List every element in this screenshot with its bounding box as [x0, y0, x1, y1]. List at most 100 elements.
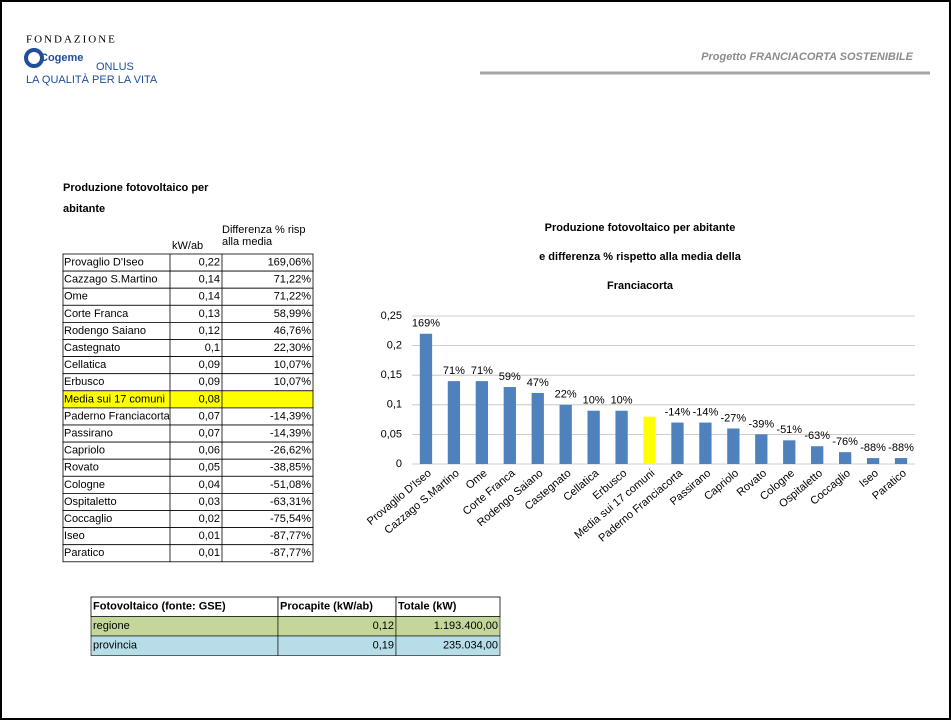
table-cell: -87,77% [270, 547, 311, 559]
table-cell: 0,07 [199, 410, 220, 422]
table-cell: 0,12 [199, 325, 220, 337]
table-cell: -63,31% [270, 496, 311, 508]
bar [811, 446, 824, 464]
logo-icon [24, 48, 44, 68]
column-header: Procapite (kW/ab) [280, 601, 373, 613]
table-cell: 71,22% [274, 291, 312, 303]
percent-label: -14% [665, 406, 691, 418]
y-tick-label: 0,25 [381, 310, 402, 322]
table-cell: 0,02 [199, 513, 220, 525]
table-cell: 235.034,00 [443, 640, 498, 652]
logo-name: Cogeme [40, 52, 83, 64]
table-title: Produzione fotovoltaico per abitante [63, 182, 209, 215]
table-cell: Corte Franca [64, 308, 129, 320]
y-tick-label: 0 [396, 458, 402, 470]
column-header: Differenza % risp alla media [222, 224, 306, 248]
percent-label: 71% [443, 365, 465, 377]
column-header: Totale (kW) [398, 601, 457, 613]
table-cell: Castegnato [64, 342, 120, 354]
chart-title: Produzione fotovoltaico per abitante [545, 222, 736, 234]
bar [559, 404, 572, 464]
bar [615, 410, 628, 464]
bar [419, 333, 433, 464]
table-cell: 0,08 [199, 393, 220, 405]
chart-title: e differenza % rispetto alla media della [539, 251, 742, 263]
bar [894, 458, 908, 464]
table-cell: Capriolo [64, 445, 105, 457]
table-cell: 0,12 [373, 620, 394, 632]
percent-label: 10% [583, 395, 605, 407]
table-cell: Passirano [64, 427, 113, 439]
percent-label: 47% [527, 377, 549, 389]
table-cell: -26,62% [270, 445, 311, 457]
table-cell: Rodengo Saiano [64, 325, 146, 337]
bar [587, 410, 600, 464]
table-cell: Provaglio D'Iseo [64, 256, 144, 268]
table-cell: -87,77% [270, 530, 311, 542]
table-cell: 58,99% [274, 308, 312, 320]
bar [783, 440, 796, 464]
table-cell-bg [395, 635, 501, 656]
y-tick-label: 0,15 [381, 369, 402, 381]
bar [531, 392, 544, 464]
column-header: Fotovoltaico (fonte: GSE) [93, 601, 226, 613]
table-cell: Cologne [64, 479, 105, 491]
table-cell: Cazzago S.Martino [64, 274, 158, 286]
table-cell: 0,22 [199, 256, 220, 268]
table-cell: -38,85% [270, 462, 311, 474]
bar [755, 434, 768, 464]
table-cell: 0,03 [199, 496, 220, 508]
percent-label: 22% [555, 389, 577, 401]
table-cell: 10,07% [274, 359, 312, 371]
percent-label: -88% [860, 442, 886, 454]
table-cell: Erbusco [64, 376, 104, 388]
table-cell: -75,54% [270, 513, 311, 525]
table-cell: provincia [93, 640, 138, 652]
table-cell: -51,08% [270, 479, 311, 491]
bar [503, 387, 516, 464]
percent-label: 169% [412, 318, 440, 330]
table-cell: 0,01 [199, 547, 220, 559]
y-tick-label: 0,05 [381, 428, 402, 440]
table-cell: 0,14 [199, 274, 220, 286]
percent-label: -27% [721, 412, 747, 424]
percent-label: -39% [748, 418, 774, 430]
chart-title: Franciacorta [607, 280, 674, 292]
table-cell: 0,09 [199, 359, 220, 371]
table-cell: 169,06% [268, 256, 312, 268]
table-cell: 22,30% [274, 342, 312, 354]
logo-sub: ONLUS [96, 61, 134, 73]
table-cell: -14,39% [270, 427, 311, 439]
project-title: Progetto FRANCIACORTA SOSTENIBILE [701, 51, 914, 63]
logo-top: FONDAZIONE [26, 34, 117, 46]
table-cell: 0,01 [199, 530, 220, 542]
y-tick-label: 0,1 [387, 399, 402, 411]
table-cell: 1.193.400,00 [434, 620, 498, 632]
table-cell: 0,04 [199, 479, 220, 491]
table-cell: -14,39% [270, 410, 311, 422]
table-cell: 0,05 [199, 462, 220, 474]
table-cell: Paderno Franciacorta [64, 410, 171, 422]
table-cell: Cellatica [64, 359, 107, 371]
table-cell: 0,07 [199, 427, 220, 439]
percent-label: -51% [776, 424, 802, 436]
percent-label: -88% [888, 442, 914, 454]
table-cell: 0,14 [199, 291, 220, 303]
bar [838, 452, 852, 464]
table-cell: 0,09 [199, 376, 220, 388]
table-cell: Ospitaletto [64, 496, 117, 508]
table-row [62, 544, 314, 563]
table-cell: 0,1 [205, 342, 220, 354]
percent-label: 71% [471, 365, 493, 377]
y-tick-label: 0,2 [387, 340, 402, 352]
percent-label: 59% [499, 371, 521, 383]
percent-label: 10% [611, 395, 633, 407]
table-cell: 46,76% [274, 325, 312, 337]
percent-label: -63% [804, 430, 830, 442]
table-cell: Rovato [64, 462, 99, 474]
bar [727, 428, 740, 464]
percent-label: -76% [832, 436, 858, 448]
table-cell: Ome [64, 291, 88, 303]
table-cell: Media sui 17 comuni [64, 393, 165, 405]
